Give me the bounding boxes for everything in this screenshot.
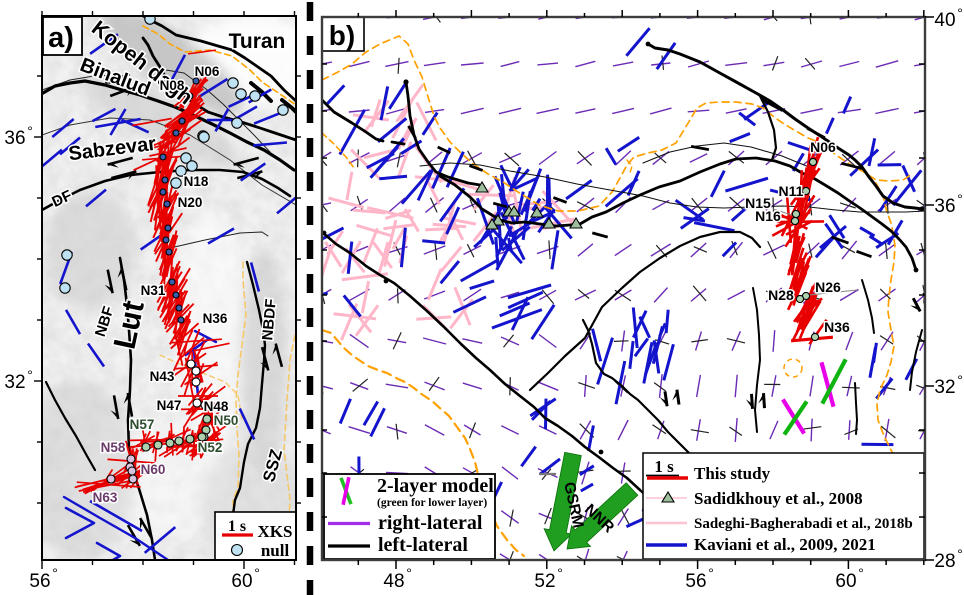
svg-text:N28: N28 [768,287,794,303]
svg-text:N47: N47 [157,398,182,413]
svg-text:N57: N57 [130,417,155,432]
svg-text:N43: N43 [150,369,175,384]
svg-text:N11: N11 [779,183,804,199]
svg-text:N28: N28 [768,287,794,303]
svg-text:right-lateral: right-lateral [378,512,483,534]
svg-text:36: 36 [4,128,25,149]
svg-text:N58: N58 [101,440,126,455]
svg-text:N16: N16 [755,208,781,224]
svg-text:N06: N06 [195,64,220,79]
svg-text:N36: N36 [824,319,850,335]
svg-text:N08: N08 [160,78,185,93]
svg-text:N06: N06 [810,139,836,155]
svg-text:N06: N06 [195,64,220,79]
svg-text:°: ° [708,565,714,581]
svg-text:N60: N60 [141,462,166,477]
svg-text:N60: N60 [141,462,166,477]
svg-text:28: 28 [934,551,955,572]
svg-text:This study: This study [694,464,771,483]
svg-text:N31: N31 [141,283,166,298]
svg-text:left-lateral: left-lateral [378,534,468,556]
svg-text:N18: N18 [184,174,209,189]
svg-text:(green for lower layer): (green for lower layer) [377,497,487,509]
svg-text:°: ° [557,565,563,581]
svg-text:N18: N18 [184,174,209,189]
svg-text:N20: N20 [178,195,203,210]
svg-text:32: 32 [4,372,25,393]
svg-text:null: null [261,541,290,560]
svg-text:N47: N47 [157,398,182,413]
svg-text:N52: N52 [198,440,223,455]
svg-text:N31: N31 [141,283,166,298]
svg-text:N50: N50 [214,413,239,428]
svg-text:N26: N26 [815,279,841,295]
svg-text:°: ° [406,565,412,581]
svg-text:32: 32 [934,377,955,398]
svg-text:°: ° [27,123,33,139]
svg-text:52: 52 [534,571,555,592]
svg-text:Sadeghi-Bagherabadi et al., 20: Sadeghi-Bagherabadi et al., 2018b [694,516,913,532]
svg-text:48: 48 [383,571,404,592]
svg-text:N15: N15 [745,195,771,211]
svg-text:a): a) [48,22,74,54]
svg-text:1 s: 1 s [228,518,246,535]
svg-text:2-layer model: 2-layer model [377,475,494,497]
svg-text:N36: N36 [203,311,228,326]
svg-text:N08: N08 [160,78,185,93]
svg-text:56: 56 [685,571,706,592]
svg-text:N48: N48 [204,399,229,414]
svg-text:NBDF: NBDF [259,298,280,341]
svg-text:N20: N20 [178,195,203,210]
svg-text:°: ° [27,367,33,383]
svg-text:°: ° [254,565,260,581]
svg-text:N36: N36 [203,311,228,326]
svg-text:N48: N48 [204,399,229,414]
svg-text:N50: N50 [214,413,239,428]
svg-text:60: 60 [835,571,856,592]
svg-text:Turan: Turan [229,30,286,53]
svg-text:N15: N15 [745,195,771,211]
svg-text:XKS: XKS [258,522,293,541]
svg-text:°: ° [957,546,963,562]
svg-text:N52: N52 [198,440,223,455]
svg-text:N58: N58 [101,440,126,455]
svg-text:36: 36 [934,196,955,217]
svg-text:N26: N26 [815,279,841,295]
svg-text:1 s: 1 s [654,457,674,476]
svg-text:40: 40 [934,10,955,31]
svg-text:N16: N16 [755,208,781,224]
svg-text:N11: N11 [779,183,804,199]
svg-text:56: 56 [29,571,50,592]
svg-text:Kaviani et al., 2009, 2021: Kaviani et al., 2009, 2021 [694,535,876,554]
svg-text:N43: N43 [150,369,175,384]
svg-text:°: ° [52,565,58,581]
svg-text:N57: N57 [130,417,155,432]
svg-text:b): b) [329,20,355,51]
svg-text:Turan: Turan [229,30,286,53]
svg-text:°: ° [957,5,963,21]
svg-text:NBDF: NBDF [259,298,280,341]
svg-text:N06: N06 [810,139,836,155]
svg-text:N36: N36 [824,319,850,335]
svg-text:N63: N63 [93,490,118,505]
svg-text:N63: N63 [93,490,118,505]
svg-text:Sadidkhouy et al., 2008: Sadidkhouy et al., 2008 [694,489,863,508]
svg-text:°: ° [957,191,963,207]
svg-text:°: ° [957,372,963,388]
svg-text:60: 60 [231,571,252,592]
svg-text:DF: DF [49,187,74,211]
svg-text:°: ° [858,565,864,581]
